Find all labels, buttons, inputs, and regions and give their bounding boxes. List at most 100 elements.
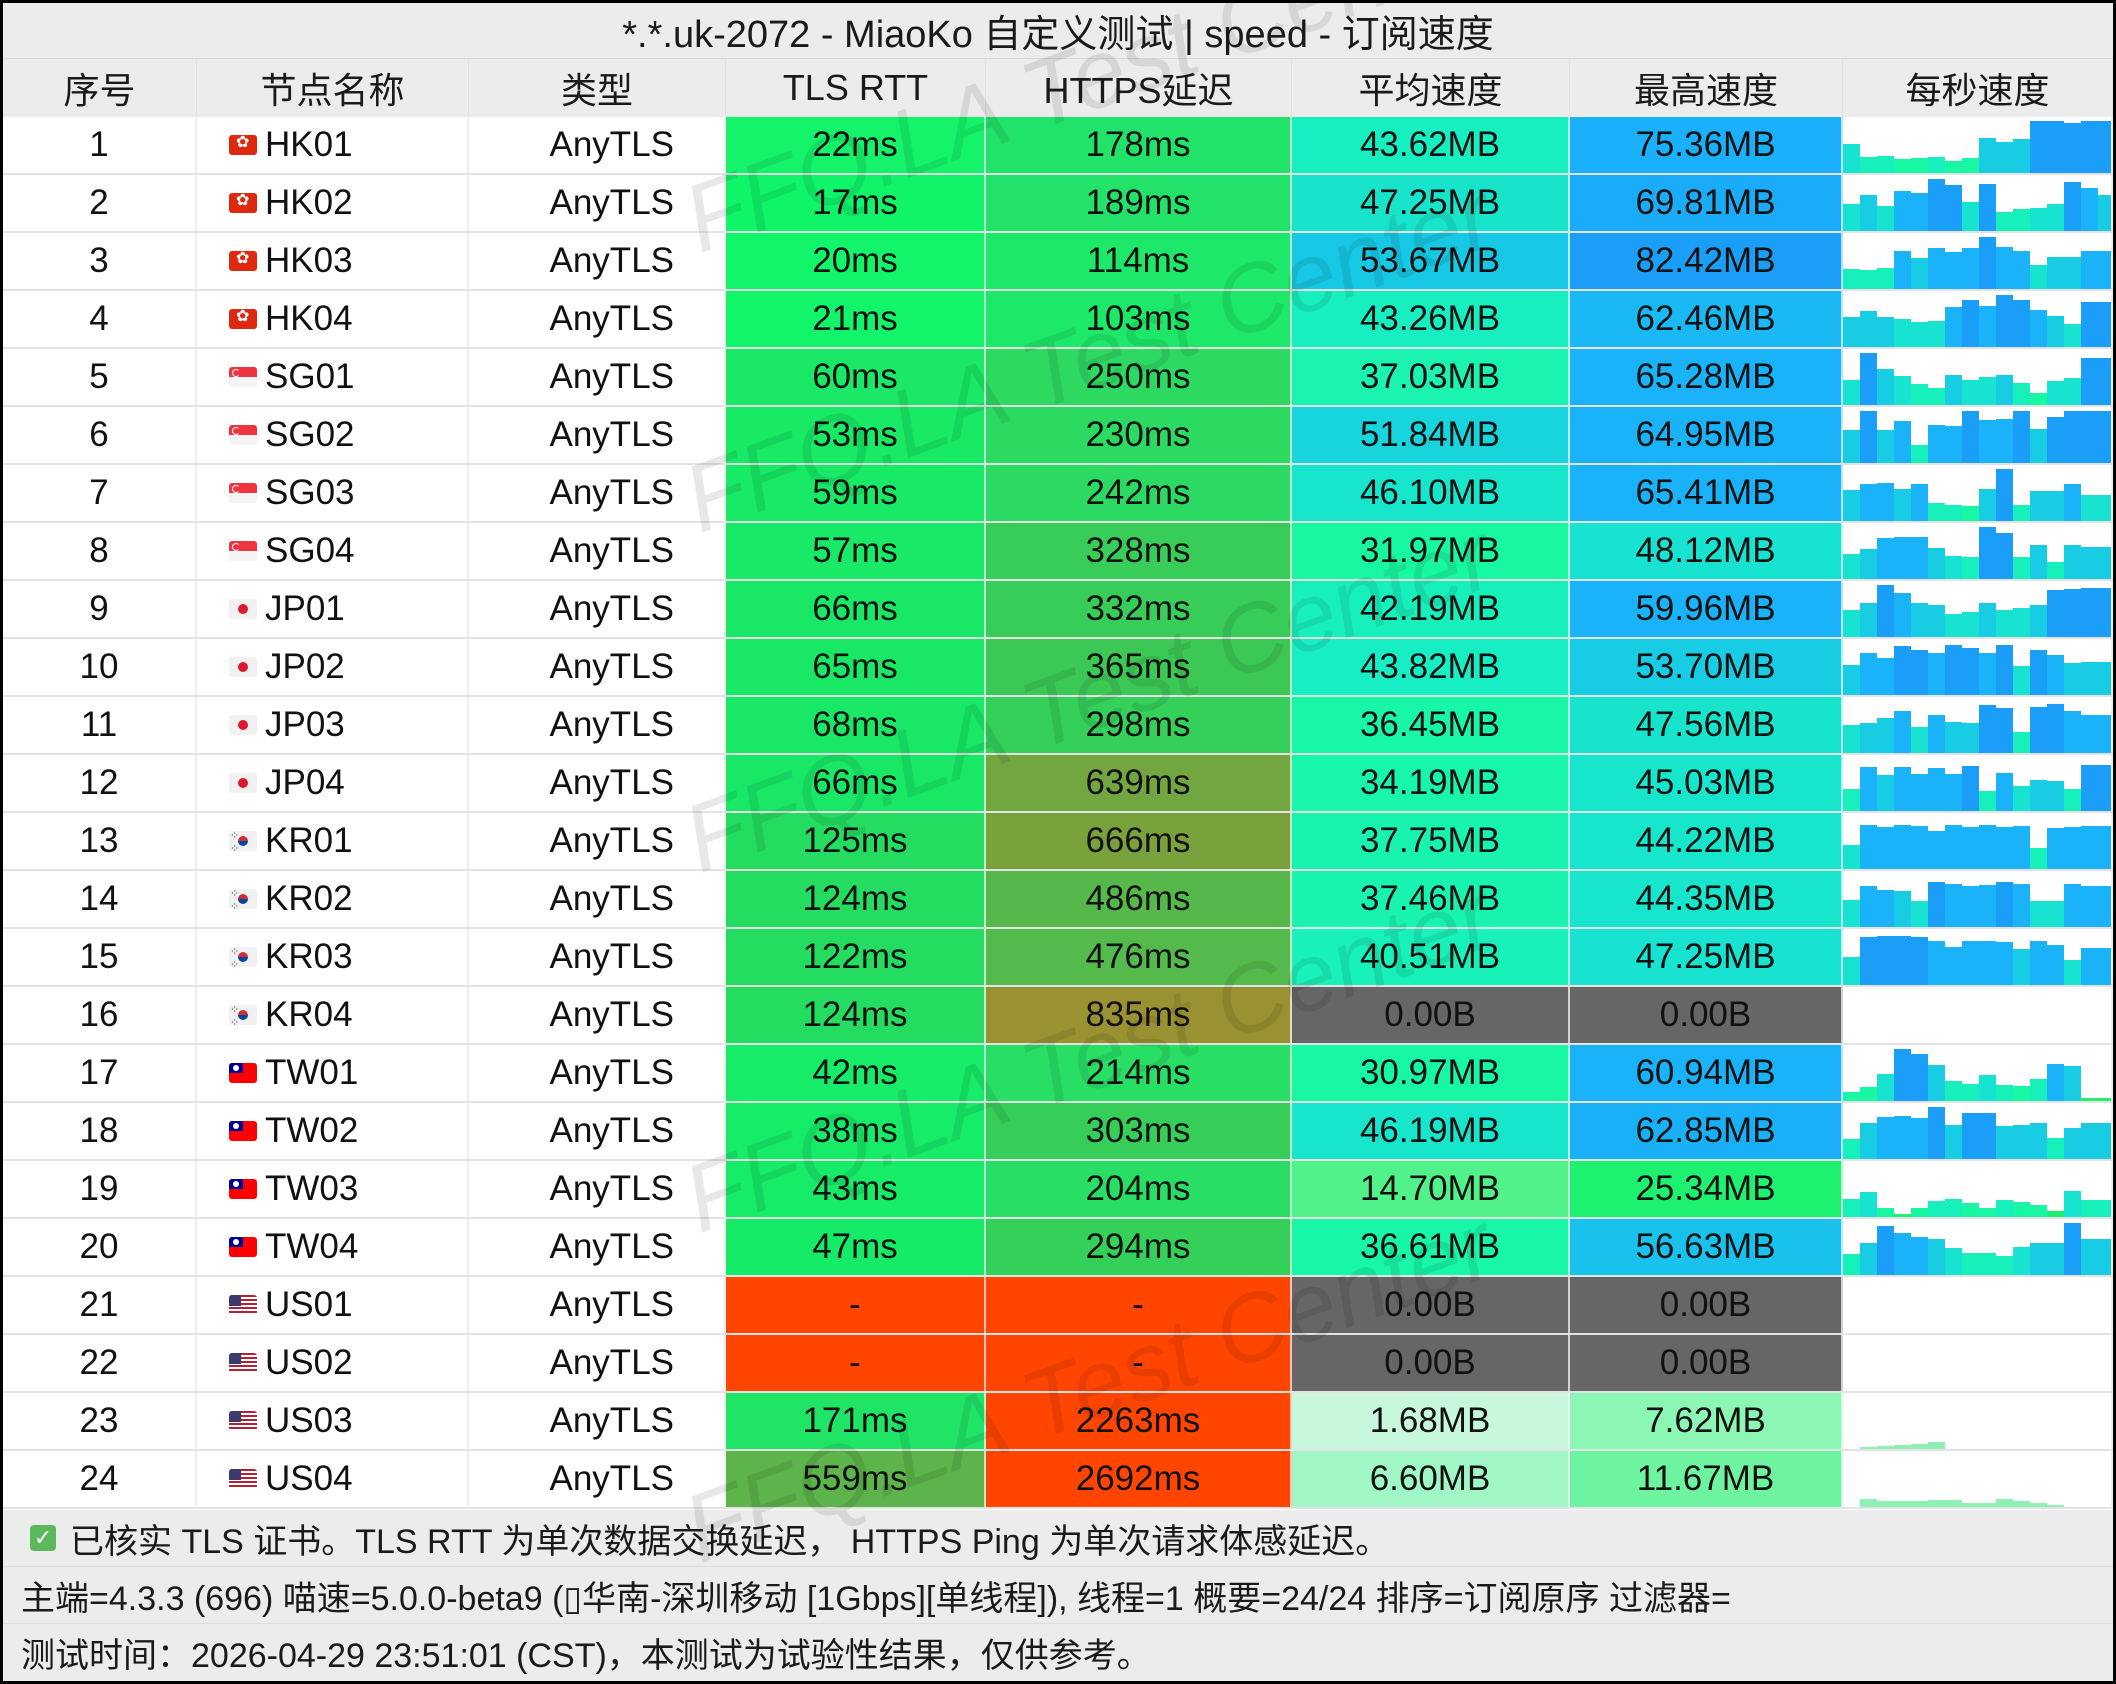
table-row[interactable]: 22 US02 AnyTLS - -0.00B 0.00B (3, 1335, 2113, 1393)
cell-tls-rtt: - (726, 1277, 986, 1333)
table-row[interactable]: 20 TW04 AnyTLS 47ms 294ms 36.61MB 56.63MB (3, 1219, 2113, 1277)
cell-type: AnyTLS (469, 1335, 726, 1391)
flag-sg-icon (229, 367, 257, 387)
cell-max-speed: 45.03MB (1570, 755, 1843, 811)
check-icon: ✓ (30, 1525, 56, 1551)
sparkline-bar (1911, 727, 1928, 753)
header-col-per-second[interactable]: 每秒速度 (1843, 59, 2113, 117)
sparkline-bar (1843, 554, 1860, 579)
table-row[interactable]: 11 JP03 AnyTLS 68ms 298ms 36.45MB 47.56MB (3, 697, 2113, 755)
header-col-index[interactable]: 序号 (3, 59, 197, 117)
table-row[interactable]: 6 SG02 AnyTLS 53ms 230ms 51.84MB 64.95MB (3, 407, 2113, 465)
sparkline-bar (2030, 901, 2047, 927)
flag-sg-icon (229, 425, 257, 445)
table-row[interactable]: 12 JP04 AnyTLS 66ms 639ms 34.19MB 45.03MB (3, 755, 2113, 813)
sparkline-bar (2064, 257, 2081, 289)
cell-per-second-sparkline (1843, 1451, 2113, 1507)
sparkline-bar (2081, 1098, 2098, 1101)
sparkline-bar (2030, 265, 2047, 289)
header-col-type[interactable]: 类型 (469, 59, 726, 117)
sparkline-bar (2047, 1243, 2064, 1275)
sparkline-bar (2098, 1098, 2111, 1101)
cell-node-name: JP02 (197, 639, 469, 695)
table-row[interactable]: 24 US04 AnyTLS 559ms 2692ms 6.60MB 11.67MB (3, 1451, 2113, 1509)
table-row[interactable]: 5 SG01 AnyTLS 60ms 250ms 37.03MB 65.28MB (3, 349, 2113, 407)
flag-tw-icon (229, 1237, 257, 1257)
cell-avg-speed: 36.45MB (1292, 697, 1570, 753)
sparkline-bar (1979, 1075, 1996, 1101)
sparkline-bar (1928, 157, 1945, 173)
table-row[interactable]: 19 TW03 AnyTLS 43ms 204ms 14.70MB 25.34MB (3, 1161, 2113, 1219)
sparkline-bar (1979, 791, 1996, 811)
sparkline-bar (1860, 1087, 1877, 1101)
sparkline-bar (2081, 1239, 2098, 1275)
sparkline-bar (1843, 725, 1860, 753)
table-row[interactable]: 7 SG03 AnyTLS 59ms 242ms 46.10MB 65.41MB (3, 465, 2113, 523)
sparkline-bar (1911, 1208, 1928, 1217)
cell-https-latency: 303ms (986, 1103, 1292, 1159)
cell-node-name: JP01 (197, 581, 469, 637)
cell-node-name: JP04 (197, 755, 469, 811)
node-name: HK02 (265, 183, 353, 222)
sparkline-bar (2081, 121, 2098, 173)
sparkline-bar (1928, 1500, 1945, 1507)
cell-max-speed: 75.36MB (1570, 117, 1843, 173)
table-row[interactable]: 9 JP01 AnyTLS 66ms 332ms 42.19MB 59.96MB (3, 581, 2113, 639)
cell-max-speed: 11.67MB (1570, 1451, 1843, 1507)
sparkline-bar (2013, 826, 2030, 869)
sparkline-bar (2047, 491, 2064, 521)
sparkline-bar (1996, 375, 2013, 405)
node-name: JP02 (265, 647, 345, 686)
sparkline-bar (1996, 419, 2013, 463)
header-col-https-latency[interactable]: HTTPS延迟 (986, 59, 1292, 117)
sparkline-bar (1996, 1126, 2013, 1159)
sparkline-bar (1877, 936, 1894, 985)
footer-line-1: 已核实 TLS 证书。TLS RTT 为单次数据交换延迟， HTTPS Ping… (70, 1522, 1390, 1561)
sparkline-bar (1843, 430, 1860, 463)
sparkline-bar (1996, 773, 2013, 811)
sparkline-bar (1860, 767, 1877, 811)
header-col-max-speed[interactable]: 最高速度 (1570, 59, 1843, 117)
table-row[interactable]: 23 US03 AnyTLS 171ms 2263ms 1.68MB 7.62MB (3, 1393, 2113, 1451)
sparkline-bar (2081, 662, 2098, 695)
header-col-avg-speed[interactable]: 平均速度 (1292, 59, 1570, 117)
sparkline-bar (2098, 411, 2111, 463)
sparkline-bar (2064, 789, 2081, 811)
sparkline-bar (1877, 718, 1894, 753)
cell-per-second-sparkline (1843, 1277, 2113, 1333)
sparkline-bar (1843, 269, 1860, 289)
sparkline-bar (2081, 1200, 2098, 1217)
cell-type: AnyTLS (469, 465, 726, 521)
table-row[interactable]: 21 US01 AnyTLS - -0.00B 0.00B (3, 1277, 2113, 1335)
sparkline-bar (2081, 826, 2098, 869)
sparkline-bar (2064, 663, 2081, 695)
table-row[interactable]: 18 TW02 AnyTLS 38ms 303ms 46.19MB 62.85MB (3, 1103, 2113, 1161)
sparkline-bar (2064, 960, 2081, 985)
table-row[interactable]: 10 JP02 AnyTLS 65ms 365ms 43.82MB 53.70MB (3, 639, 2113, 697)
sparkline-bar (1894, 376, 1911, 405)
cell-avg-speed: 47.25MB (1292, 175, 1570, 231)
sparkline-bar (1877, 1501, 1894, 1507)
cell-https-latency: 214ms (986, 1045, 1292, 1101)
sparkline-bar (2047, 781, 2064, 811)
sparkline-bar (2013, 1247, 2030, 1275)
sparkline-bar (1945, 307, 1962, 347)
header-col-node-name[interactable]: 节点名称 (197, 59, 469, 117)
footer-version-info: 主端=4.3.3 (696) 喵速=5.0.0-beta9 (▯华南-深圳移动 … (3, 1567, 2113, 1624)
table-row[interactable]: 8 SG04 AnyTLS 57ms 328ms 31.97MB 48.12MB (3, 523, 2113, 581)
sparkline-bar (2047, 1505, 2064, 1507)
cell-index: 6 (3, 407, 197, 463)
header-col-tls-rtt[interactable]: TLS RTT (726, 59, 986, 117)
cell-type: AnyTLS (469, 1045, 726, 1101)
table-row[interactable]: 17 TW01 AnyTLS 42ms 214ms 30.97MB 60.94MB (3, 1045, 2113, 1103)
sparkline-bar (1962, 411, 1979, 463)
sparkline-bar (1843, 380, 1860, 405)
